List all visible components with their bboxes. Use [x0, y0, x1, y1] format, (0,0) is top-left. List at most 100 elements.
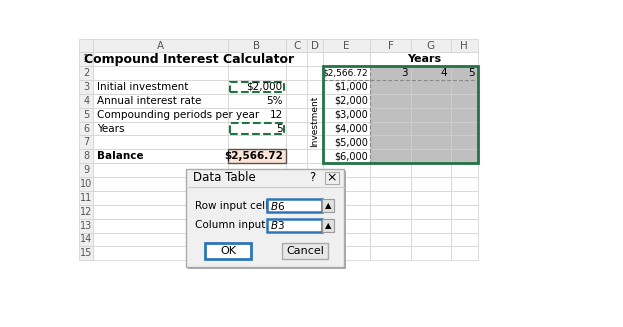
Bar	[371, 66, 411, 80]
Bar	[323, 66, 371, 80]
Bar	[411, 108, 450, 122]
Bar	[228, 39, 286, 52]
Bar	[80, 39, 477, 260]
Bar	[411, 163, 450, 177]
Text: Compound Interest Calculator: Compound Interest Calculator	[85, 53, 295, 66]
Bar	[228, 122, 286, 135]
Bar	[80, 80, 93, 94]
Bar	[228, 149, 286, 163]
Bar	[80, 246, 93, 260]
Text: 1: 1	[83, 54, 90, 64]
Bar	[411, 39, 450, 52]
Text: Data Table: Data Table	[193, 171, 256, 184]
Bar	[371, 149, 411, 163]
Bar	[228, 52, 286, 66]
Bar	[450, 66, 477, 80]
Text: 5%: 5%	[266, 96, 283, 106]
Bar	[307, 205, 323, 219]
Bar	[323, 66, 477, 163]
Bar	[371, 163, 411, 177]
Text: $B$6: $B$6	[270, 200, 285, 212]
Bar	[411, 219, 450, 232]
Text: Balance: Balance	[97, 151, 144, 161]
Bar	[450, 135, 477, 149]
Bar	[93, 66, 228, 80]
Bar	[371, 94, 411, 108]
Text: ▲: ▲	[325, 201, 331, 211]
Text: 12: 12	[80, 207, 93, 217]
Bar	[228, 80, 286, 94]
Text: $2,000: $2,000	[247, 82, 283, 92]
Bar	[323, 219, 371, 232]
Bar	[371, 80, 411, 94]
Bar	[186, 169, 343, 267]
Bar	[323, 191, 371, 205]
Bar	[323, 122, 371, 135]
Bar	[307, 232, 323, 246]
Bar	[323, 149, 371, 163]
Bar	[93, 108, 228, 122]
Bar	[286, 80, 307, 94]
Text: 2: 2	[83, 68, 90, 78]
Text: 10: 10	[80, 179, 92, 189]
Bar	[450, 52, 477, 66]
Bar	[371, 232, 411, 246]
Bar	[450, 66, 477, 80]
Bar	[93, 219, 228, 232]
Bar	[411, 149, 450, 163]
Bar	[371, 135, 411, 149]
Text: $2,000: $2,000	[335, 96, 368, 106]
Bar	[411, 66, 450, 80]
Bar	[371, 219, 411, 232]
Bar	[80, 108, 93, 122]
Bar	[411, 122, 450, 135]
Bar	[411, 80, 450, 94]
Bar	[450, 149, 477, 163]
Bar	[411, 122, 450, 135]
Bar	[93, 39, 228, 52]
Bar	[411, 94, 450, 108]
Bar	[307, 66, 323, 80]
Bar	[450, 94, 477, 108]
Bar	[188, 171, 346, 269]
Bar	[286, 66, 307, 80]
Bar	[325, 172, 339, 184]
Bar	[307, 80, 323, 94]
Bar	[323, 66, 371, 80]
Text: B: B	[254, 41, 260, 51]
Text: $3,000: $3,000	[335, 110, 368, 120]
Bar	[411, 66, 450, 80]
Bar	[228, 149, 286, 163]
Bar	[411, 108, 450, 122]
Bar	[323, 52, 371, 66]
Bar	[371, 135, 411, 149]
Bar	[307, 149, 323, 163]
Bar	[80, 52, 93, 66]
Bar	[228, 205, 286, 219]
Text: $6,000: $6,000	[335, 151, 368, 161]
Text: F: F	[388, 41, 394, 51]
Bar	[228, 94, 286, 108]
Bar	[411, 177, 450, 191]
Bar	[450, 177, 477, 191]
Text: G: G	[427, 41, 435, 51]
Bar	[450, 135, 477, 149]
Bar	[93, 205, 228, 219]
Bar	[80, 94, 93, 108]
Bar	[323, 135, 371, 149]
Bar	[93, 80, 228, 94]
Bar	[323, 108, 371, 122]
Bar	[450, 205, 477, 219]
Bar	[80, 66, 93, 80]
Text: 13: 13	[80, 221, 92, 231]
Text: 5: 5	[468, 68, 475, 78]
Bar	[323, 246, 371, 260]
Text: 3: 3	[401, 68, 407, 78]
Bar	[307, 191, 323, 205]
Bar	[93, 149, 228, 163]
Bar	[93, 177, 228, 191]
Bar	[411, 135, 450, 149]
Bar	[323, 205, 371, 219]
Bar	[307, 177, 323, 191]
Bar	[323, 232, 371, 246]
